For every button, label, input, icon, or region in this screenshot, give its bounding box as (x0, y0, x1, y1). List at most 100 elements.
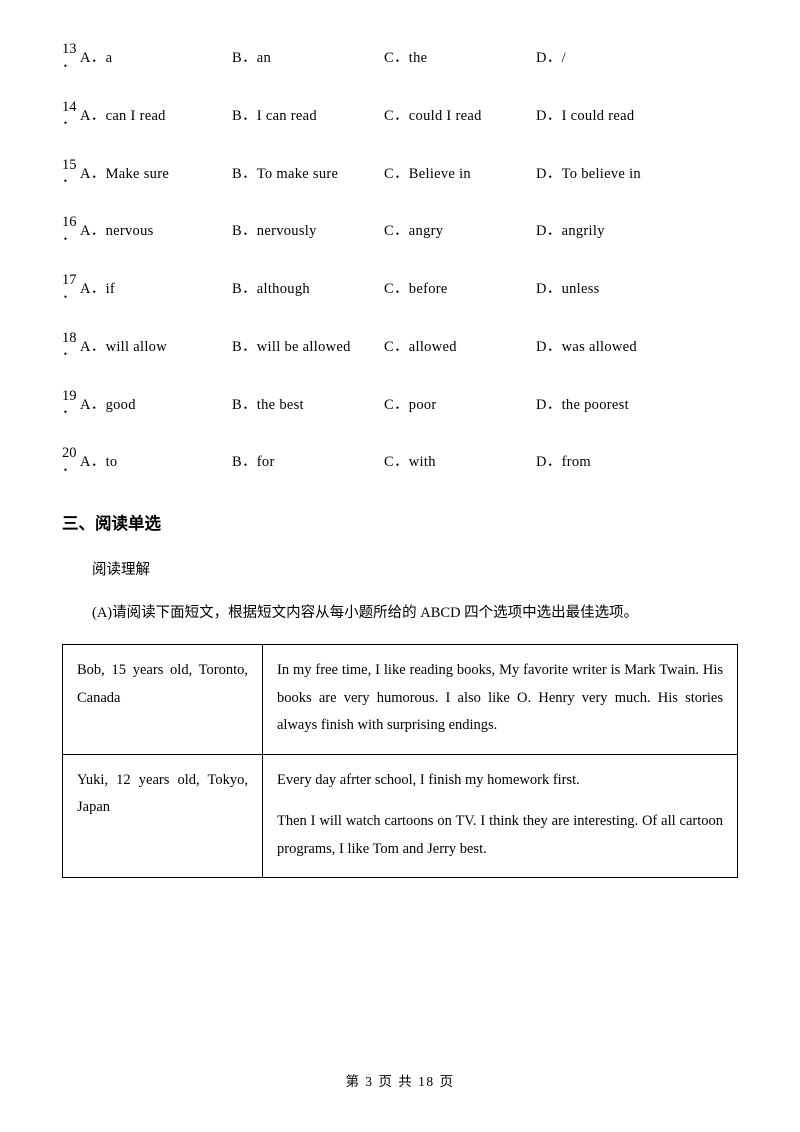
choices: A．goodB．the bestC．poorD．the poorest (80, 395, 738, 417)
table-row: Yuki, 12 years old, Tokyo, JapanEvery da… (63, 754, 738, 878)
choice-letter: A． (80, 166, 106, 182)
choice-letter: C． (384, 281, 409, 297)
choice-text: for (257, 454, 275, 470)
question-row: 16．A．nervousB．nervouslyC．angryD．angrily (62, 221, 738, 243)
choices: A．aB．anC．theD．/ (80, 48, 738, 70)
choice-text: I could read (562, 108, 635, 124)
choice-text: can I read (106, 108, 166, 124)
choice-text: Make sure (106, 166, 170, 182)
choice: D．/ (536, 48, 688, 70)
question-number-dot: ． (62, 114, 77, 127)
choice-text: good (106, 397, 136, 413)
choice-text: To make sure (257, 166, 339, 182)
choice: D．from (536, 452, 688, 474)
table-cell-right: Every day afrter school, I finish my hom… (263, 754, 738, 878)
choice-letter: D． (536, 281, 562, 297)
choice-text: the (409, 50, 428, 66)
choice-letter: B． (232, 454, 257, 470)
choice-text: if (106, 281, 115, 297)
choice: C．angry (384, 221, 536, 243)
choice-text: the best (257, 397, 304, 413)
choice-text: was allowed (562, 339, 637, 355)
choice-text: nervously (257, 223, 317, 239)
choice-text: will allow (106, 339, 167, 355)
question-row: 20．A．toB．forC．withD．from (62, 452, 738, 474)
choice-text: angrily (562, 223, 605, 239)
question-row: 14．A．can I readB．I can readC．could I rea… (62, 106, 738, 128)
table-cell-right: In my free time, I like reading books, M… (263, 645, 738, 755)
choice-text: with (409, 454, 436, 470)
choice-text: Believe in (409, 166, 471, 182)
choice: B．for (232, 452, 384, 474)
choice: B．the best (232, 395, 384, 417)
choice: C．before (384, 279, 536, 301)
choice-letter: D． (536, 223, 562, 239)
choice-letter: D． (536, 339, 562, 355)
choice: C．allowed (384, 337, 536, 359)
choice-letter: C． (384, 166, 409, 182)
choice-text: from (562, 454, 591, 470)
table-row: Bob, 15 years old, Toronto, CanadaIn my … (63, 645, 738, 755)
question-number: 19． (62, 389, 80, 417)
choice-text: the poorest (562, 397, 629, 413)
choice-letter: D． (536, 397, 562, 413)
choice: C．with (384, 452, 536, 474)
table-cell-paragraph: Then I will watch cartoons on TV. I thin… (277, 808, 723, 863)
choice: B．To make sure (232, 164, 384, 186)
choice: A．if (80, 279, 232, 301)
choice-text: to (106, 454, 118, 470)
choice-text: poor (409, 397, 437, 413)
question-number-dot: ． (62, 345, 77, 358)
choice-text: will be allowed (257, 339, 351, 355)
question-number-dot: ． (62, 403, 77, 416)
choice-letter: B． (232, 108, 257, 124)
choice-letter: B． (232, 339, 257, 355)
table-cell-paragraph: In my free time, I like reading books, M… (277, 657, 723, 740)
choice-letter: A． (80, 339, 106, 355)
choice-letter: A． (80, 50, 106, 66)
choice-letter: D． (536, 166, 562, 182)
question-number-dot: ． (62, 57, 77, 70)
choice-letter: C． (384, 223, 409, 239)
choice-text: angry (409, 223, 444, 239)
choice-letter: D． (536, 108, 562, 124)
choice: C．Believe in (384, 164, 536, 186)
choice: D．unless (536, 279, 688, 301)
choice: A．will allow (80, 337, 232, 359)
reading-instruction: (A)请阅读下面短文，根据短文内容从每小题所给的 ABCD 四个选项中选出最佳选… (92, 601, 738, 622)
choice: A．Make sure (80, 164, 232, 186)
choice-letter: A． (80, 281, 106, 297)
choice: B．will be allowed (232, 337, 384, 359)
choice-letter: A． (80, 108, 106, 124)
choices: A．toB．forC．withD．from (80, 452, 738, 474)
choices: A．can I readB．I can readC．could I readD．… (80, 106, 738, 128)
question-number-dot: ． (62, 461, 77, 474)
question-number: 17． (62, 273, 80, 301)
choice: D．To believe in (536, 164, 688, 186)
choice-letter: D． (536, 50, 562, 66)
section-heading: 三、阅读单选 (62, 510, 738, 534)
question-row: 15．A．Make sureB．To make sureC．Believe in… (62, 164, 738, 186)
question-number: 15． (62, 158, 80, 186)
choice: A．to (80, 452, 232, 474)
choice-letter: B． (232, 397, 257, 413)
question-number-dot: ． (62, 230, 77, 243)
choices: A．ifB．althoughC．beforeD．unless (80, 279, 738, 301)
choice-letter: B． (232, 223, 257, 239)
choice-letter: B． (232, 281, 257, 297)
choice: C．poor (384, 395, 536, 417)
choice: A．can I read (80, 106, 232, 128)
choice: C．could I read (384, 106, 536, 128)
choice-text: although (257, 281, 310, 297)
reading-table: Bob, 15 years old, Toronto, CanadaIn my … (62, 644, 738, 878)
question-row: 18．A．will allowB．will be allowedC．allowe… (62, 337, 738, 359)
choice-text: an (257, 50, 271, 66)
table-cell-paragraph: Every day afrter school, I finish my hom… (277, 767, 723, 795)
choices: A．nervousB．nervouslyC．angryD．angrily (80, 221, 738, 243)
choice-letter: C． (384, 339, 409, 355)
choice: D．I could read (536, 106, 688, 128)
choice-text: a (106, 50, 113, 66)
choice: D．was allowed (536, 337, 688, 359)
choice: B．an (232, 48, 384, 70)
question-number: 14． (62, 100, 80, 128)
